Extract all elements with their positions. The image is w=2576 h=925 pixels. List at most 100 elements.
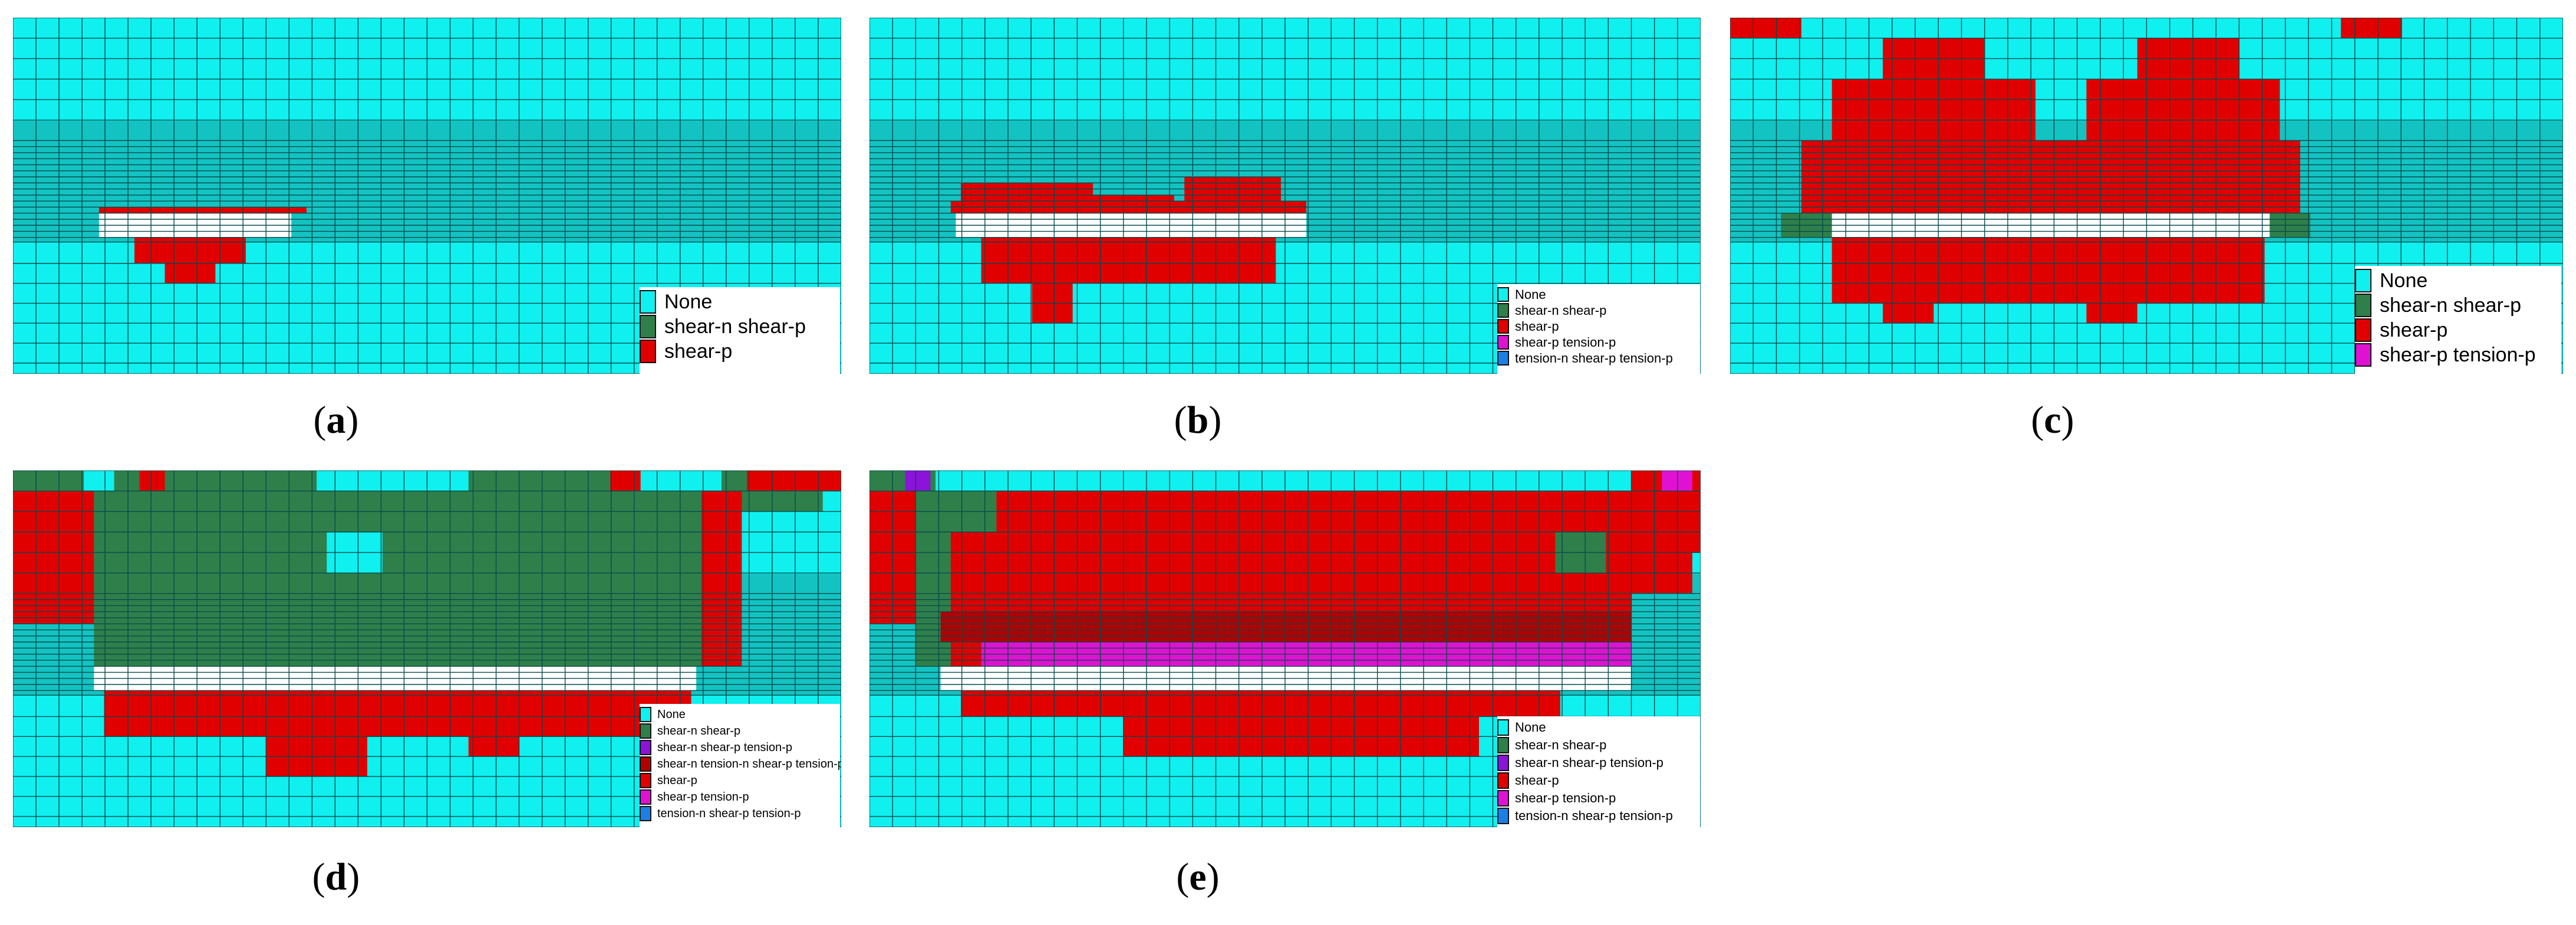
shear-p-tension-p-zone-cell [1662, 470, 1692, 491]
legend-swatch [1497, 335, 1509, 350]
legend-swatch [640, 315, 656, 338]
legend-label: shear-p [1515, 318, 1559, 334]
legend-label: None [2380, 269, 2428, 292]
legend-label: None [664, 290, 713, 313]
dark-red-zone-cell [940, 611, 1632, 643]
legend-entry: shear-p tension-p [2355, 343, 2536, 367]
shear-p-zone-cell [701, 491, 742, 667]
legend-entry: shear-n shear-p tension-p [1497, 754, 1663, 772]
shear-n-shear-p-zone-cell [13, 470, 84, 491]
panel-caption-letter: b [1187, 399, 1209, 442]
legend-entry: shear-n shear-p [1497, 736, 1606, 754]
shear-p-zone-cell [104, 690, 691, 737]
legend-swatch [1497, 287, 1509, 302]
panel-b: None shear-n shear-p shear-p shear-p tensio… [869, 18, 1701, 374]
shear-p-zone-cell [1883, 303, 1934, 324]
shear-n-shear-p-zone-cell [869, 470, 905, 491]
shear-p-zone-cell [981, 237, 1276, 284]
legend-label: shear-p [1515, 773, 1559, 788]
legend: None shear-n shear-p shear-n shear-p tensi… [1497, 716, 1700, 827]
shear-p-zone-cell [746, 470, 841, 491]
legend-label: shear-p tension-p [1515, 334, 1616, 350]
legend-swatch [640, 340, 656, 363]
shear-p-zone-cell [139, 470, 165, 491]
legend-entry: shear-n shear-p [640, 314, 806, 339]
legend-label: shear-p [657, 773, 697, 787]
legend-label: shear-n shear-p [2380, 294, 2522, 317]
legend-label: tension-n shear-p tension-p [1515, 808, 1673, 823]
legend-entry: shear-n shear-p [1497, 302, 1606, 318]
legend-swatch [640, 773, 651, 788]
shear-p-zone-cell [961, 690, 1560, 717]
shear-n-shear-p-zone-cell [94, 491, 701, 667]
legend-entry: None [1497, 719, 1546, 736]
legend-entry: tension-n shear-p tension-p [1497, 807, 1673, 825]
legend-entry: None [2355, 268, 2427, 293]
legend-label: shear-n shear-p [664, 315, 806, 338]
legend-entry: shear-p [640, 772, 697, 789]
shear-p-zone-cell [2341, 18, 2402, 38]
legend-swatch [1497, 351, 1509, 366]
shear-n-shear-p-zone [13, 470, 823, 667]
panel-caption-letter: e [1189, 855, 1207, 898]
legend-label: shear-p [664, 340, 733, 363]
shear-p-zone-cell [1730, 18, 1801, 38]
legend: None shear-n shear-p shear-n shear-p tensi… [640, 704, 841, 827]
mesh-plot [869, 18, 1701, 374]
shear-p-zone-cell [2086, 303, 2137, 324]
legend-label: shear-n shear-p tension-p [657, 740, 793, 754]
shear-p-zone-cell [13, 491, 94, 624]
legend-entry: shear-n shear-p [2355, 293, 2521, 318]
mesh-plot [13, 18, 841, 374]
panel-caption: (b) [1174, 399, 1222, 442]
panel-caption-letter: c [2044, 399, 2061, 442]
legend-label: shear-n shear-p [1515, 302, 1607, 318]
legend-swatch [640, 740, 651, 755]
shear-n-shear-p-zone-cell [468, 470, 621, 491]
legend-label: shear-n shear-p tension-p [1515, 755, 1663, 770]
legend-swatch [640, 723, 651, 739]
legend-swatch [1497, 790, 1509, 807]
legend-swatch [1497, 737, 1509, 753]
legend-label: None [1515, 287, 1546, 302]
legend: None shear-n shear-p shear-p shear-p tensio… [2355, 266, 2561, 374]
legend-entry: shear-p tension-p [1497, 789, 1616, 807]
panel-caption: (a) [313, 399, 359, 442]
legend-entry: shear-n shear-p tension-p [640, 739, 792, 756]
legend-swatch [640, 789, 651, 805]
mesh-grid [1730, 18, 2563, 374]
shear-p-zone-cell [610, 470, 641, 491]
legend-swatch [1497, 755, 1509, 771]
legend-label: shear-p [2380, 318, 2448, 341]
shear-p-zone-cell [98, 207, 307, 213]
panel-caption: (c) [2031, 399, 2074, 442]
legend-swatch [640, 806, 651, 821]
legend-entry: None [1497, 287, 1546, 302]
legend-entry: shear-p [1497, 772, 1559, 789]
legend-swatch [2355, 294, 2371, 317]
legend-label: shear-n shear-p [657, 724, 741, 738]
purple-zone [905, 470, 931, 491]
legend-entry: tension-n shear-p tension-p [1497, 350, 1673, 366]
legend-entry: shear-p [640, 339, 732, 364]
legend-label: None [657, 707, 686, 721]
shear-p-zone-cell [164, 263, 216, 284]
legend-swatch [640, 290, 656, 314]
legend-swatch [640, 707, 651, 722]
shear-p-zone [950, 176, 1307, 324]
legend-entry: shear-p tension-p [640, 789, 749, 805]
dark-red-zone [940, 611, 1632, 643]
legend-label: shear-p tension-p [1515, 791, 1616, 805]
shear-p-zone-cell [468, 736, 519, 757]
legend-swatch [1497, 772, 1509, 789]
panel-e: None shear-n shear-p shear-n shear-p tensi… [869, 470, 1701, 827]
legend-label: shear-n shear-p [1515, 738, 1607, 752]
legend-swatch [2355, 269, 2371, 292]
purple-zone-cell [905, 470, 931, 491]
legend-entry: None [640, 706, 686, 723]
legend-entry: shear-p [2355, 318, 2447, 343]
panel-caption: (e) [1176, 855, 1220, 898]
mesh-plot [1730, 18, 2563, 374]
panel-a: None shear-n shear-p shear-p [13, 18, 841, 374]
legend-entry: tension-n shear-p tension-p [640, 805, 801, 822]
